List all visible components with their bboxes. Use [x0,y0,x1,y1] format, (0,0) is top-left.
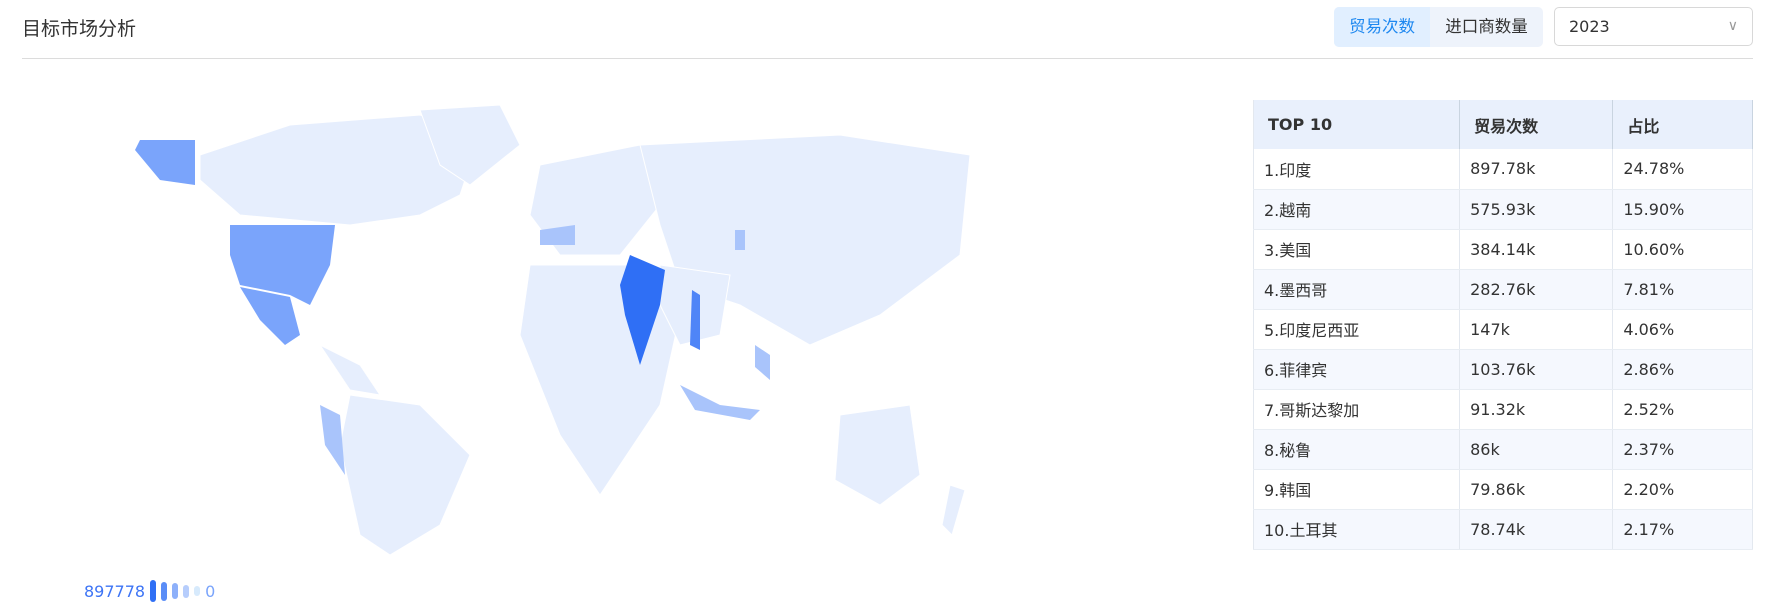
table-cell: 2.17% [1612,509,1753,550]
table-cell: 3.美国 [1252,229,1461,270]
table-cell: 6.菲律宾 [1252,349,1461,390]
table-cell: 2.越南 [1252,189,1461,230]
legend-bar[interactable] [194,586,201,596]
region-nz [941,484,966,536]
table-cell: 282.76k [1459,269,1614,310]
table-cell: 79.86k [1459,469,1614,510]
country-usa [230,225,335,305]
table-cell: 575.93k [1459,189,1614,230]
table-cell: 91.32k [1459,389,1614,430]
table-cell: 1.印度 [1252,149,1461,190]
legend-bar[interactable] [172,583,179,599]
country-india [620,255,665,365]
table-row: 3.美国 384.14k 10.60% [1252,229,1753,270]
table-row: 1.印度 897.78k 24.78% [1252,149,1753,190]
table-cell: 897.78k [1459,149,1614,190]
table-cell: 10.土耳其 [1252,509,1461,550]
legend-bar[interactable] [183,584,190,598]
tab-trade-count[interactable]: 贸易次数 [1334,7,1430,47]
visual-map-legend: 897778 0 [84,580,215,602]
table-cell: 15.90% [1612,189,1753,230]
table-row: 2.越南 575.93k 15.90% [1252,189,1753,230]
table-cell: 7.81% [1612,269,1753,310]
legend-bar[interactable] [161,581,168,601]
year-select[interactable]: 2023 ∨ [1554,7,1753,46]
col-header: 占比 [1612,100,1753,149]
chevron-down-icon: ∨ [1727,18,1738,34]
table-row: 9.韩国 79.86k 2.20% [1252,469,1753,510]
country-korea [735,230,745,250]
legend-max: 897778 [84,581,146,601]
divider [22,58,1753,59]
table-cell: 4.06% [1612,309,1753,350]
region-canada [199,114,481,226]
table-row: 10.土耳其 78.74k 2.17% [1252,509,1753,550]
table-cell: 2.86% [1612,349,1753,390]
col-header: TOP 10 [1252,100,1461,149]
table-cell: 2.52% [1612,389,1753,430]
country-philippines [755,345,770,380]
tab-importer-count[interactable]: 进口商数量 [1445,17,1528,36]
col-header: 贸易次数 [1459,100,1614,149]
legend-bar[interactable] [150,580,157,602]
table-row: 8.秘鲁 86k 2.37% [1252,429,1753,470]
page-title: 目标市场分析 [22,18,137,40]
table-cell: 2.20% [1612,469,1753,510]
table-cell: 147k [1459,309,1614,350]
country-peru [320,405,345,475]
table-cell: 86k [1459,429,1614,470]
country-indonesia [680,385,760,420]
table-cell: 24.78% [1612,149,1753,190]
table-cell: 8.秘鲁 [1252,429,1461,470]
region-central-america [318,343,382,396]
table-cell: 9.韩国 [1252,469,1461,510]
table-cell: 103.76k [1459,349,1614,390]
table-cell: 5.印度尼西亚 [1252,309,1461,350]
table-row: 5.印度尼西亚 147k 4.06% [1252,309,1753,350]
metric-toggle: 贸易次数 进口商数量 [1334,7,1543,47]
region-greenland [419,105,521,186]
region-australia [834,404,921,506]
table-cell: 384.14k [1459,229,1614,270]
table-cell: 7.哥斯达黎加 [1252,389,1461,430]
legend-min: 0 [205,581,216,601]
year-value: 2023 [1569,17,1610,36]
country-alaska [135,140,195,185]
top10-table: TOP 10 贸易次数 占比 1.印度 897.78k 24.78% 2.越南 575.… [1252,100,1753,550]
country-vietnam [690,290,700,350]
table-row: 6.菲律宾 103.76k 2.86% [1252,349,1753,390]
world-map [135,105,971,555]
country-turkey [540,225,575,245]
country-mexico [240,287,300,345]
region-south-america [339,394,471,555]
table-row: 4.墨西哥 282.76k 7.81% [1252,269,1753,310]
table-row: 7.哥斯达黎加 91.32k 2.52% [1252,389,1753,430]
table-cell: 4.墨西哥 [1252,269,1461,310]
table-cell: 78.74k [1459,509,1614,550]
table-cell: 2.37% [1612,429,1753,470]
table-cell: 10.60% [1612,229,1753,270]
